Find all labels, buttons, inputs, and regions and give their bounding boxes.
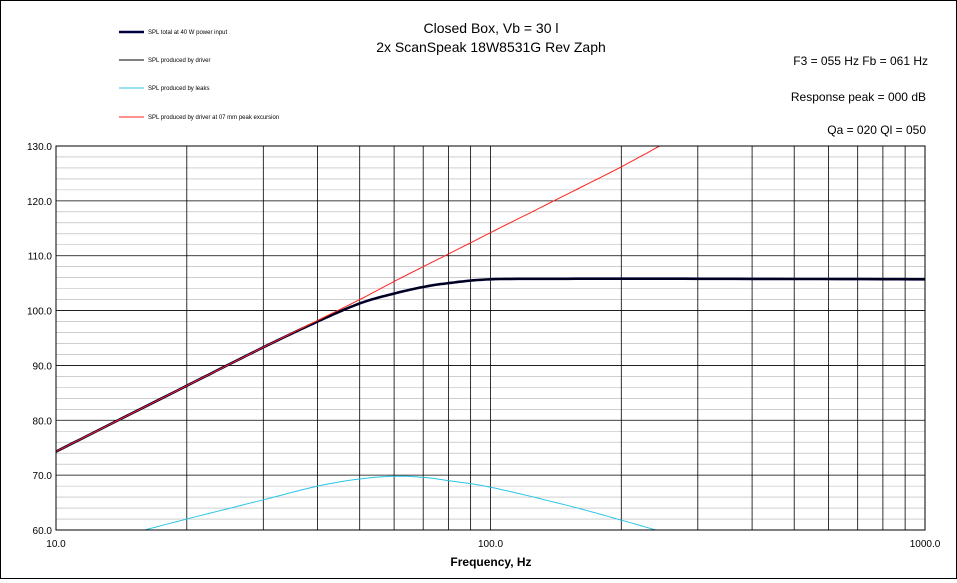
x-tick-label: 100.0 <box>478 539 503 550</box>
series-layer <box>55 145 925 531</box>
legend-label: SPL total at 40 W power input <box>148 30 227 36</box>
legend-label: SPL produced by driver at 07 mm peak exc… <box>148 115 279 121</box>
y-tick-label: 60.0 <box>33 526 53 537</box>
y-tick-label: 100.0 <box>27 307 52 318</box>
annotation-response-peak: Response peak = 000 dB <box>791 90 926 104</box>
tick-labels: 60.0 70.0 80.0 90.0 100.0 110.0 120.0 130.0 10.0… <box>27 142 941 550</box>
chart-subtitle: 2x ScanSpeak 18W8531G Rev Zaph <box>376 39 606 55</box>
annotation-qa-ql: Qa = 020 Ql = 050 <box>827 123 926 137</box>
x-tick-label: 10.0 <box>46 539 66 550</box>
legend-label: SPL produced by driver <box>148 58 210 64</box>
legend: SPL total at 40 W power input SPL produce… <box>119 30 279 121</box>
y-tick-label: 130.0 <box>27 142 52 153</box>
y-tick-label: 90.0 <box>33 361 53 372</box>
grid-layer <box>56 146 925 530</box>
plot-area-frame <box>55 145 926 531</box>
x-axis-label: Frequency, Hz <box>450 555 531 569</box>
annotation-f3-fb: F3 = 055 Hz Fb = 061 Hz <box>793 54 928 68</box>
y-tick-label: 80.0 <box>33 416 53 427</box>
y-tick-label: 70.0 <box>33 471 53 482</box>
legend-label: SPL produced by leaks <box>148 86 209 92</box>
series-line-2 <box>144 475 656 531</box>
y-tick-label: 120.0 <box>27 197 52 208</box>
y-tick-label: 110.0 <box>28 252 53 263</box>
x-tick-label: 1000.0 <box>910 539 941 550</box>
chart-title: Closed Box, Vb = 30 l <box>423 20 558 36</box>
series-line-3 <box>55 145 660 453</box>
